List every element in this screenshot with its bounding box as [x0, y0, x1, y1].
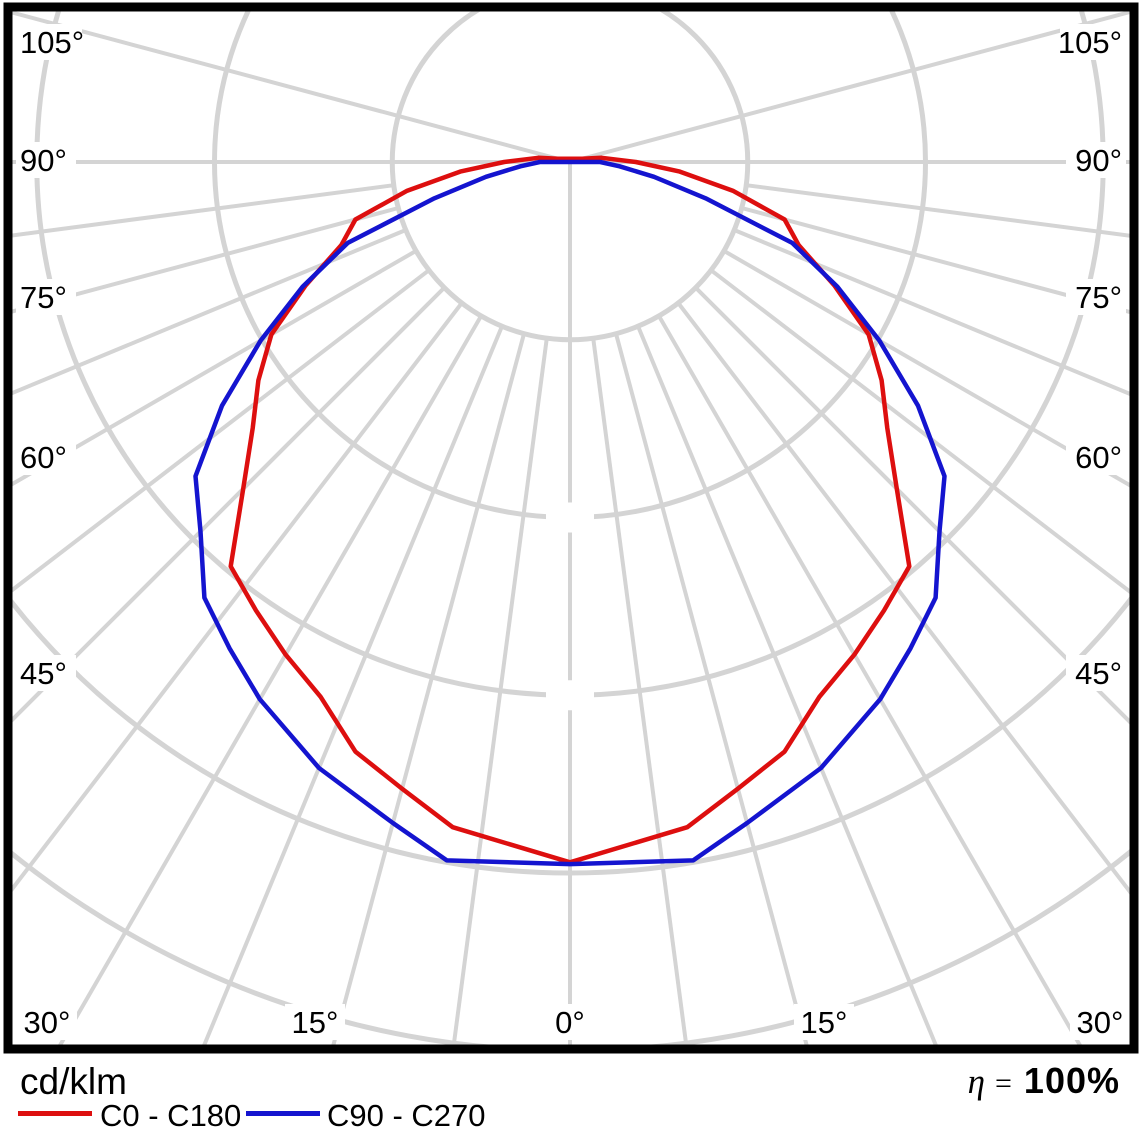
grid-spoke — [694, 286, 1130, 725]
unit-label: cd/klm — [20, 1061, 127, 1102]
grid-spoke — [12, 228, 407, 396]
grid-spoke — [12, 301, 464, 893]
grid-spoke — [12, 206, 399, 314]
chart-border — [3, 2, 1139, 1054]
curve-c90-c270 — [193, 159, 947, 867]
label-backing — [1060, 24, 1126, 60]
grid-spoke — [657, 314, 1083, 1045]
grid-spoke — [12, 183, 395, 238]
label-backing — [16, 655, 76, 691]
label-backing — [1066, 439, 1126, 475]
grid-spoke — [331, 333, 526, 1045]
grid-spoke-105 — [569, 11, 1130, 164]
grid-spoke — [591, 337, 689, 1045]
angle-label-left: 90° — [20, 143, 67, 178]
efficiency-readout: η = 100% — [968, 1060, 1120, 1102]
angle-label-right: 90° — [1075, 143, 1122, 178]
label-backing — [285, 1004, 345, 1040]
axis-value-gap — [546, 502, 594, 533]
legend-swatch-c90-c270 — [246, 1111, 320, 1116]
eta-symbol: η — [967, 1062, 985, 1101]
angle-label-right: 45° — [1075, 656, 1122, 691]
grid-spoke-105 — [12, 11, 571, 164]
grid-spoke — [12, 268, 431, 593]
label-backing — [16, 142, 76, 178]
label-backing — [16, 439, 76, 475]
angle-label-left: 45° — [20, 656, 67, 691]
grid-spoke — [745, 183, 1130, 238]
legend: C0 - C180 C90 - C270 — [0, 1096, 1142, 1132]
angle-label-left: 75° — [20, 280, 67, 315]
legend-swatch-c0-c180 — [18, 1111, 92, 1116]
angle-label-left: 105° — [20, 25, 84, 60]
label-backing — [16, 279, 76, 315]
grid-spoke — [451, 337, 549, 1045]
angle-label-bottom: 0° — [555, 1005, 585, 1040]
label-backing — [1066, 655, 1126, 691]
angle-label-right: 75° — [1075, 280, 1122, 315]
angle-label-bottom: 30° — [1077, 1005, 1124, 1040]
eta-equals: = — [995, 1067, 1012, 1100]
legend-label-c90-c270: C90 - C270 — [327, 1098, 486, 1132]
label-backing — [17, 1004, 77, 1040]
grid-spoke — [614, 333, 809, 1045]
angle-label-bottom: 15° — [801, 1005, 848, 1040]
legend-label-c0-c180: C0 - C180 — [100, 1098, 242, 1132]
angle-label-right: 105° — [1058, 25, 1122, 60]
label-backing — [1070, 1004, 1130, 1040]
grid-spoke — [57, 314, 483, 1045]
grid-spoke — [202, 325, 504, 1045]
eta-value: 100% — [1023, 1060, 1120, 1101]
angle-label-left: 60° — [20, 440, 67, 475]
grid-spoke — [676, 301, 1130, 896]
axis-value-gap — [546, 680, 594, 711]
grid-spoke — [709, 268, 1130, 595]
grid-spoke — [722, 249, 1130, 488]
grid-spoke — [741, 206, 1130, 315]
label-backing — [1066, 142, 1126, 178]
grid-spoke — [12, 249, 418, 487]
label-backing — [1066, 279, 1126, 315]
grid-spoke — [636, 325, 938, 1045]
grid-spoke — [733, 228, 1130, 397]
label-backing — [549, 1004, 591, 1040]
angle-label-bottom: 30° — [24, 1005, 71, 1040]
label-backing — [16, 24, 82, 60]
angle-label-right: 60° — [1075, 440, 1122, 475]
angle-label-bottom: 15° — [292, 1005, 339, 1040]
label-backing — [794, 1004, 854, 1040]
